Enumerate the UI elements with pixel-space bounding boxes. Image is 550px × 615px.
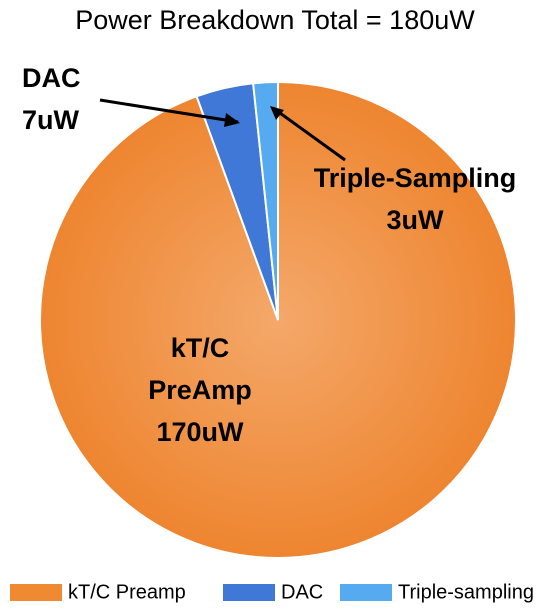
pie-slice <box>252 80 279 321</box>
arrow-head <box>270 106 284 120</box>
slice-label: PreAmp <box>148 375 252 405</box>
legend-label: DAC <box>281 581 323 603</box>
slice-label: DAC <box>22 63 81 93</box>
slice-label: kT/C <box>171 333 230 363</box>
pie <box>39 80 517 559</box>
legend-swatch <box>223 584 275 601</box>
legend-label: Triple-sampling <box>398 581 534 603</box>
legend-label: kT/C Preamp <box>68 581 186 603</box>
value-label: 7uW <box>22 105 80 135</box>
legend-swatch <box>10 584 62 601</box>
slice-label: Triple-Sampling <box>314 163 517 193</box>
legend: kT/C Preamp DAC Triple-sampling <box>10 581 534 603</box>
chart-title: Power Breakdown Total = 180uW <box>75 5 475 35</box>
value-label: 170uW <box>156 417 244 447</box>
value-label: 3uW <box>387 205 445 235</box>
arrow <box>99 98 239 124</box>
arrow-head <box>224 113 240 127</box>
legend-swatch <box>340 584 392 601</box>
data-labels: kT/C PreAmp 170uW DAC 7uW Triple-Sampling 3uW <box>22 63 516 447</box>
arrow <box>272 106 346 162</box>
